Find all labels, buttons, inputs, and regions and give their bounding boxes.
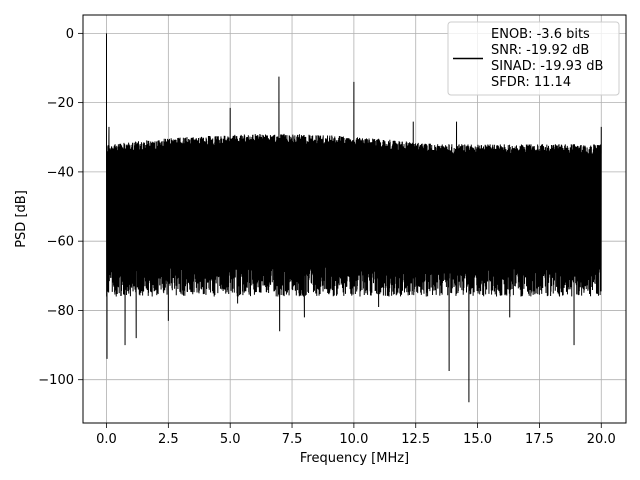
x-tick-label: 2.5: [158, 432, 179, 447]
plot-area: [106, 33, 602, 403]
legend-entry-snr: SNR: -19.92 dB: [491, 43, 589, 58]
psd-series-line: [106, 33, 602, 403]
y-tick-label: −100: [38, 373, 74, 388]
y-tick-label: −80: [47, 304, 74, 319]
x-tick-label: 17.5: [525, 432, 554, 447]
x-axis: 0.0 2.5 5.0 7.5 10.0 12.5 15.0 17.5 20.0: [96, 423, 616, 447]
x-axis-label: Frequency [MHz]: [300, 451, 409, 466]
y-tick-label: 0: [66, 27, 74, 42]
y-tick-label: −40: [47, 165, 74, 180]
y-tick-label: −60: [47, 235, 74, 250]
y-axis: 0 −20 −40 −60 −80 −100: [38, 27, 83, 388]
x-tick-label: 5.0: [220, 432, 241, 447]
x-tick-label: 7.5: [282, 432, 303, 447]
x-tick-label: 10.0: [339, 432, 368, 447]
legend-box: [447, 21, 620, 96]
x-tick-label: 0.0: [96, 432, 117, 447]
plot-frame: [82, 14, 627, 424]
legend-entry-sfdr: SFDR: 11.14: [491, 75, 571, 90]
y-tick-label: −20: [47, 96, 74, 111]
x-tick-label: 15.0: [463, 432, 492, 447]
y-axis-label: PSD [dB]: [14, 190, 29, 248]
legend-entry-sinad: SINAD: -19.93 dB: [491, 59, 603, 74]
legend-entry-enob: ENOB: -3.6 bits: [491, 27, 590, 42]
x-tick-label: 12.5: [401, 432, 430, 447]
x-tick-label: 20.0: [587, 432, 616, 447]
legend: ENOB: -3.6 bits SNR: -19.92 dB SINAD: -1…: [447, 21, 620, 96]
